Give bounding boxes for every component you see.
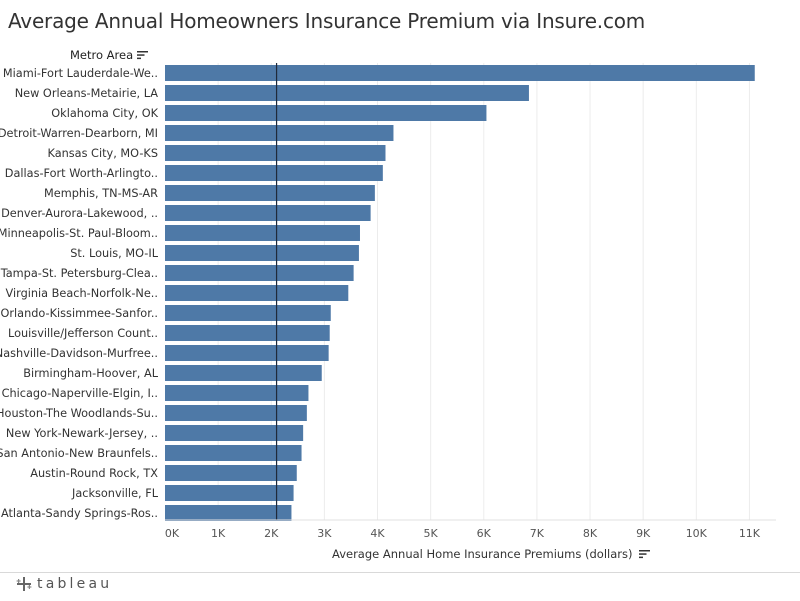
bar[interactable] bbox=[165, 365, 322, 381]
x-tick-label: 1K bbox=[211, 527, 226, 540]
bar[interactable] bbox=[165, 405, 307, 421]
category-label: New York-Newark-Jersey, .. bbox=[6, 427, 158, 440]
bar[interactable] bbox=[165, 65, 755, 81]
page-title: Average Annual Homeowners Insurance Prem… bbox=[8, 9, 646, 33]
bar[interactable] bbox=[165, 285, 349, 301]
x-tick-label: 8K bbox=[583, 527, 598, 540]
x-tick-label: 3K bbox=[317, 527, 332, 540]
row-field-label: Metro Area bbox=[70, 48, 134, 62]
x-tick-label: 4K bbox=[370, 527, 385, 540]
x-tick-label: 2K bbox=[264, 527, 279, 540]
bar[interactable] bbox=[165, 85, 529, 101]
x-tick-label: 7K bbox=[530, 527, 545, 540]
bar[interactable] bbox=[165, 145, 386, 161]
bar[interactable] bbox=[165, 105, 487, 121]
x-axis-title[interactable]: Average Annual Home Insurance Premiums (… bbox=[332, 547, 650, 561]
bar-chart: Miami-Fort Lauderdale-We.. New Orleans-Me… bbox=[0, 63, 776, 540]
sort-descending-icon[interactable] bbox=[638, 549, 650, 559]
category-label: New Orleans-Metairie, LA bbox=[15, 87, 159, 100]
category-label: Dallas-Fort Worth-Arlingto.. bbox=[5, 167, 158, 180]
bar[interactable] bbox=[165, 425, 304, 441]
x-axis-label: Average Annual Home Insurance Premiums (… bbox=[332, 547, 633, 561]
category-label: Atlanta-Sandy Springs-Ros.. bbox=[1, 507, 158, 520]
category-label: Miami-Fort Lauderdale-We.. bbox=[3, 67, 158, 80]
x-tick-label: 11K bbox=[739, 527, 761, 540]
category-label: Virginia Beach-Norfolk-Ne.. bbox=[6, 287, 159, 300]
bar[interactable] bbox=[165, 325, 330, 341]
category-label: Memphis, TN-MS-AR bbox=[44, 187, 158, 200]
category-label: San Antonio-New Braunfels.. bbox=[0, 447, 158, 460]
x-tick-label: 6K bbox=[477, 527, 492, 540]
category-label: Jacksonville, FL bbox=[71, 487, 159, 500]
category-label: Kansas City, MO-KS bbox=[47, 147, 158, 160]
bar[interactable] bbox=[165, 305, 331, 321]
category-label: Birmingham-Hoover, AL bbox=[23, 367, 158, 380]
bar[interactable] bbox=[165, 185, 375, 201]
bar[interactable] bbox=[165, 225, 360, 241]
bar[interactable] bbox=[165, 245, 359, 261]
x-tick-label: 10K bbox=[686, 527, 708, 540]
sort-descending-icon[interactable] bbox=[137, 50, 149, 60]
category-label: Louisville/Jefferson Count.. bbox=[8, 327, 158, 340]
bar[interactable] bbox=[165, 445, 302, 461]
category-label: Orlando-Kissimmee-Sanfor.. bbox=[1, 307, 159, 320]
footer-bar bbox=[0, 572, 800, 601]
x-tick-label: 9K bbox=[636, 527, 651, 540]
category-label: Nashville-Davidson-Murfree.. bbox=[0, 347, 158, 360]
bar[interactable] bbox=[165, 345, 329, 361]
tableau-plus-icon bbox=[16, 577, 32, 591]
x-tick-label: 5K bbox=[424, 527, 439, 540]
category-label: Tampa-St. Petersburg-Clea.. bbox=[0, 267, 158, 280]
category-label: Oklahoma City, OK bbox=[51, 107, 158, 120]
category-label: Chicago-Naperville-Elgin, I.. bbox=[2, 387, 158, 400]
bar[interactable] bbox=[165, 465, 297, 481]
bar[interactable] bbox=[165, 165, 383, 181]
category-label: Detroit-Warren-Dearborn, MI bbox=[0, 127, 158, 140]
category-label: Minneapolis-St. Paul-Bloom.. bbox=[0, 227, 158, 240]
bar[interactable] bbox=[165, 125, 394, 141]
bar[interactable] bbox=[165, 205, 371, 221]
category-label: Houston-The Woodlands-Su.. bbox=[0, 407, 158, 420]
category-label: Denver-Aurora-Lakewood, .. bbox=[1, 207, 158, 220]
bar[interactable] bbox=[165, 265, 354, 281]
tableau-logo[interactable]: tableau bbox=[15, 576, 112, 592]
tableau-wordmark: tableau bbox=[37, 576, 113, 592]
bar[interactable] bbox=[165, 485, 294, 501]
x-tick-label: 0K bbox=[165, 527, 180, 540]
bar[interactable] bbox=[165, 505, 292, 521]
row-field-header[interactable]: Metro Area bbox=[70, 48, 149, 62]
category-label: St. Louis, MO-IL bbox=[70, 247, 159, 260]
bar[interactable] bbox=[165, 385, 309, 401]
category-label: Austin-Round Rock, TX bbox=[30, 467, 158, 480]
